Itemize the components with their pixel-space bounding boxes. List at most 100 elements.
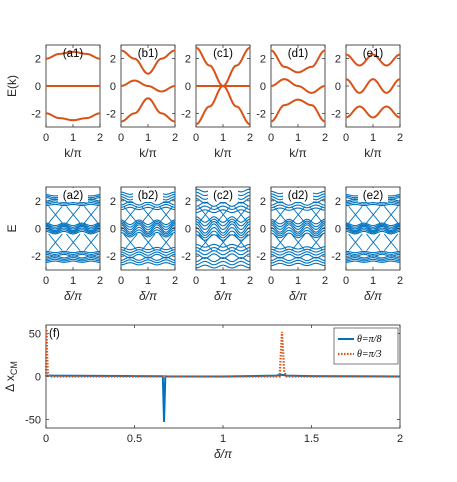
- spectrum-line: [45, 225, 101, 232]
- series-line-theta-pi8: [45, 373, 401, 423]
- edge-state-line: [66, 206, 81, 224]
- edge-state-line: [158, 233, 174, 251]
- x-tick-label: 2: [322, 132, 328, 144]
- panel-tag: (d1): [288, 48, 309, 60]
- legend-box: [333, 327, 399, 365]
- y-tick-label: 0: [260, 81, 266, 93]
- spectrum-line: [195, 250, 251, 256]
- x-tick-label: 1: [70, 132, 76, 144]
- spectrum-line: [195, 216, 251, 223]
- edge-state-line: [366, 206, 381, 224]
- x-tick-label: 2: [97, 275, 103, 287]
- edge-state-line: [366, 233, 381, 251]
- spectrum-line: [45, 258, 101, 262]
- spectrum-line: [120, 251, 176, 256]
- x-axis-label: k/π: [64, 146, 82, 160]
- spectrum-line: [345, 229, 401, 234]
- y-tick-label: 2: [185, 54, 191, 66]
- spectrum-line: [345, 260, 401, 263]
- spectrum-line: [45, 227, 101, 233]
- spectrum-line: [45, 257, 101, 260]
- edge-state-line: [291, 233, 306, 251]
- x-tick-label: 0: [268, 275, 274, 287]
- x-tick-label: 0: [43, 433, 49, 445]
- panel-tag: (b2): [138, 190, 159, 202]
- spectrum-line: [120, 198, 176, 204]
- spectrum-line: [195, 257, 251, 263]
- band-curve-lower: [345, 105, 401, 119]
- x-tick-label: 1.5: [304, 433, 319, 445]
- y-axis-label: E(k): [5, 75, 19, 97]
- x-axis-label: k/π: [139, 146, 157, 160]
- spectrum-line: [195, 198, 251, 204]
- y-tick-label: -2: [256, 251, 266, 263]
- band-curve-upper: [345, 53, 401, 67]
- spectrum-line: [45, 222, 101, 227]
- y-tick-label: -2: [31, 108, 41, 120]
- y-tick-label: 0: [185, 81, 191, 93]
- spectrum-lines: [195, 188, 251, 269]
- y-tick-label: 0: [335, 81, 341, 93]
- edge-state-line: [308, 206, 324, 224]
- x-tick-label: 2: [397, 275, 403, 287]
- x-axis-label: δ/π: [364, 289, 383, 303]
- spectrum-line: [45, 202, 101, 205]
- band-curve-middle: [345, 78, 401, 94]
- spectrum-line: [45, 223, 101, 228]
- spectrum-line: [270, 218, 326, 225]
- spectrum-line: [45, 203, 101, 207]
- spectrum-line: [195, 201, 251, 207]
- edge-state-line: [216, 206, 231, 224]
- spectrum-line: [45, 230, 101, 235]
- panel-tag: (f): [49, 328, 60, 340]
- y-tick-label: 2: [185, 196, 191, 208]
- x-axis-label: δ/π: [214, 447, 233, 461]
- band-curve-middle: [120, 79, 176, 93]
- spectrum-line: [270, 229, 326, 237]
- x-tick-label: 0: [343, 275, 349, 287]
- edge-state-line: [83, 206, 99, 224]
- x-tick-label: 0.5: [127, 433, 142, 445]
- panel-tag: (b1): [138, 48, 159, 60]
- spectrum-line: [270, 220, 326, 228]
- edge-state-line: [273, 206, 288, 224]
- edge-state-line: [348, 233, 363, 251]
- x-tick-label: 2: [247, 132, 253, 144]
- edge-state-line: [273, 233, 288, 251]
- y-tick-label: -2: [331, 108, 341, 120]
- y-tick-label: -2: [106, 251, 116, 263]
- y-tick-label: 2: [110, 54, 116, 66]
- panel-tag: (e2): [363, 190, 384, 202]
- x-tick-label: 1: [295, 275, 301, 287]
- edge-state-line: [123, 206, 138, 224]
- edge-state-line: [123, 233, 138, 251]
- spectrum-line: [120, 222, 176, 231]
- edge-state-line: [83, 233, 99, 251]
- panel-tag: (a1): [63, 48, 84, 60]
- band-curve-lower: [195, 84, 251, 126]
- x-tick-label: 1: [295, 132, 301, 144]
- band-curve-upper: [120, 49, 176, 75]
- x-axis-label: δ/π: [64, 289, 83, 303]
- edge-state-line: [383, 206, 399, 224]
- spectrum-line: [270, 222, 326, 231]
- spectrum-line: [120, 262, 176, 266]
- panel-tag: (c2): [213, 190, 233, 202]
- y-tick-label: 0: [110, 224, 116, 236]
- x-axis-label: δ/π: [139, 289, 158, 303]
- spectrum-line: [345, 253, 401, 257]
- x-tick-label: 0: [43, 132, 49, 144]
- panel-tag-bg: [208, 188, 238, 202]
- spectrum-line: [195, 253, 251, 260]
- spectrum-line: [120, 226, 176, 235]
- x-tick-label: 2: [397, 433, 403, 445]
- panel-tag: (d2): [288, 190, 309, 202]
- spectrum-line: [270, 224, 326, 233]
- y-axis-label-sub: CM: [9, 361, 19, 375]
- spectrum-line: [270, 251, 326, 256]
- spectrum-line: [195, 234, 251, 241]
- x-axis-label: k/π: [364, 146, 382, 160]
- y-axis-label: E: [5, 224, 19, 232]
- edge-state-line: [48, 206, 63, 224]
- spectrum-lines: [45, 194, 101, 263]
